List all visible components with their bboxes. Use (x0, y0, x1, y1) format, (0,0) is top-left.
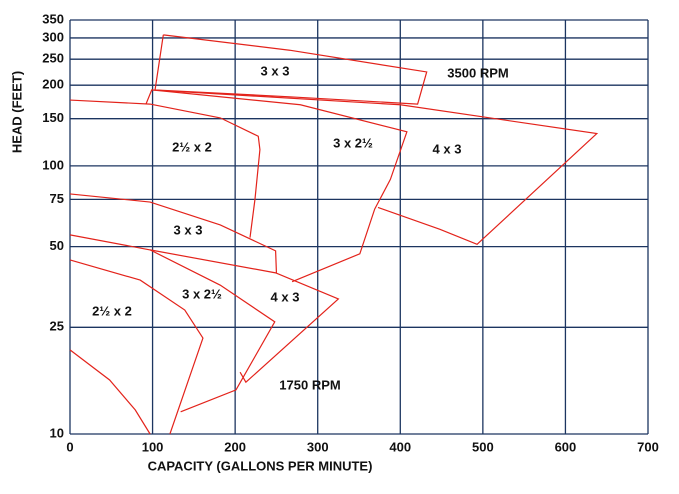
y-tick-label: 300 (42, 29, 64, 44)
x-tick-label: 500 (472, 439, 494, 454)
y-tick-label: 100 (42, 157, 64, 172)
pump-curve (69, 234, 276, 413)
pump-curve (151, 89, 599, 245)
region-label: 3 x 2½ (182, 286, 222, 301)
x-tick-label: 200 (224, 439, 246, 454)
y-tick-label: 250 (42, 51, 64, 66)
region-label: 4 x 3 (271, 289, 300, 304)
region-label: 3 x 3 (261, 63, 290, 78)
region-label: 2½ x 2 (92, 303, 132, 318)
y-tick-label: 200 (42, 77, 64, 92)
region-label: 2½ x 2 (172, 139, 212, 154)
x-tick-label: 600 (555, 439, 577, 454)
pump-curve (69, 193, 278, 273)
y-tick-label: 25 (50, 319, 64, 334)
pump-curve (149, 249, 340, 384)
pump-curve (69, 99, 261, 238)
region-label: 4 x 3 (433, 141, 462, 156)
annotation: 3500 RPM (447, 65, 508, 80)
annotation: 1750 RPM (279, 377, 340, 392)
x-tick-label: 0 (66, 439, 73, 454)
pump-curve (154, 34, 428, 105)
pump-curve (69, 259, 204, 435)
pump-curve (145, 89, 408, 283)
x-axis-label: CAPACITY (GALLONS PER MINUTE) (148, 458, 373, 473)
y-tick-label: 150 (42, 110, 64, 125)
x-tick-label: 100 (142, 439, 164, 454)
y-axis-label: HEAD (FEET) (9, 71, 24, 153)
x-tick-label: 400 (389, 439, 411, 454)
y-tick-label: 75 (50, 191, 64, 206)
y-tick-label: 350 (42, 11, 64, 26)
pump-curve (69, 349, 151, 435)
x-tick-label: 300 (307, 439, 329, 454)
region-label: 3 x 3 (174, 222, 203, 237)
y-tick-label: 50 (50, 238, 64, 253)
y-tick-label: 10 (50, 425, 64, 440)
region-label: 3 x 2½ (333, 135, 373, 150)
x-tick-label: 700 (637, 439, 659, 454)
